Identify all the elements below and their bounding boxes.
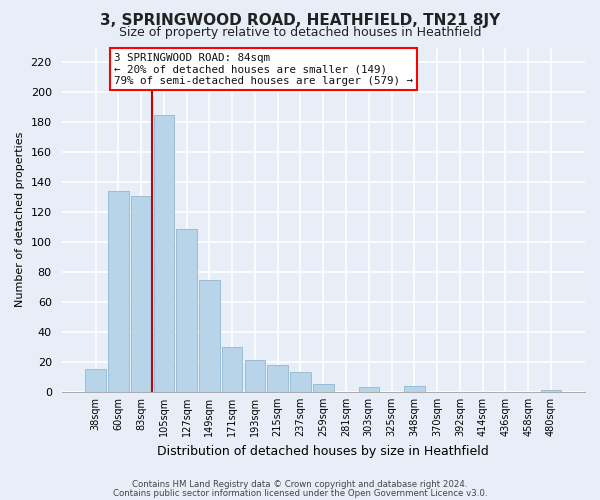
Y-axis label: Number of detached properties: Number of detached properties xyxy=(15,132,25,308)
Text: 3 SPRINGWOOD ROAD: 84sqm
← 20% of detached houses are smaller (149)
79% of semi-: 3 SPRINGWOOD ROAD: 84sqm ← 20% of detach… xyxy=(114,52,413,86)
Bar xyxy=(131,196,151,392)
Text: Contains HM Land Registry data © Crown copyright and database right 2024.: Contains HM Land Registry data © Crown c… xyxy=(132,480,468,489)
Text: 3, SPRINGWOOD ROAD, HEATHFIELD, TN21 8JY: 3, SPRINGWOOD ROAD, HEATHFIELD, TN21 8JY xyxy=(100,12,500,28)
Bar xyxy=(313,384,334,392)
Bar xyxy=(199,280,220,392)
Text: Contains public sector information licensed under the Open Government Licence v3: Contains public sector information licen… xyxy=(113,489,487,498)
X-axis label: Distribution of detached houses by size in Heathfield: Distribution of detached houses by size … xyxy=(157,444,489,458)
Bar xyxy=(176,228,197,392)
Bar xyxy=(108,192,128,392)
Bar xyxy=(290,372,311,392)
Bar xyxy=(404,386,425,392)
Text: Size of property relative to detached houses in Heathfield: Size of property relative to detached ho… xyxy=(119,26,481,39)
Bar xyxy=(85,370,106,392)
Bar xyxy=(359,388,379,392)
Bar xyxy=(268,365,288,392)
Bar xyxy=(222,347,242,392)
Bar xyxy=(541,390,561,392)
Bar xyxy=(154,115,174,392)
Bar xyxy=(245,360,265,392)
